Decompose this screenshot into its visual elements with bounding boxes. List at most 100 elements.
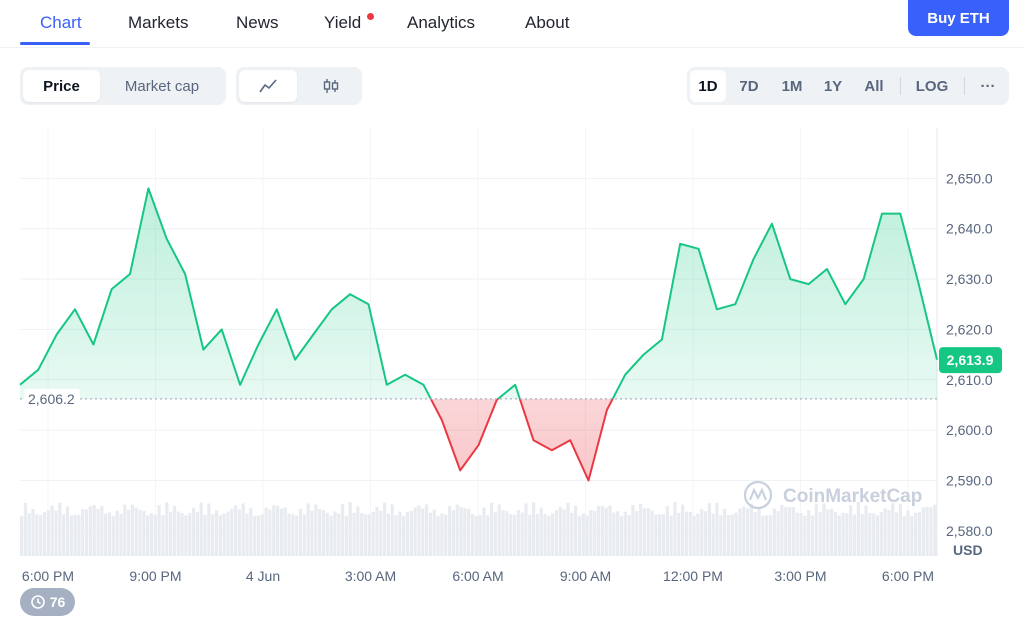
y-tick-label: 2,630.0 (946, 271, 993, 287)
volume-bar (253, 515, 257, 556)
volume-bar (703, 511, 708, 556)
volume-bar (134, 507, 138, 556)
volume-bar (348, 502, 352, 556)
range-7d[interactable]: 7D (739, 77, 759, 95)
buy-eth-button[interactable]: Buy ETH (908, 0, 1009, 36)
range-1y[interactable]: 1Y (823, 77, 843, 95)
volume-bar (780, 504, 784, 556)
volume-bar (627, 514, 631, 556)
volume-bar (31, 508, 35, 556)
volume-bar (505, 510, 509, 556)
candlestick-button[interactable] (302, 70, 360, 102)
volume-bar (230, 508, 234, 556)
volume-bar (841, 512, 845, 556)
tab-chart[interactable]: Chart (40, 13, 82, 32)
range-all[interactable]: All (864, 77, 884, 95)
volume-bar (310, 510, 314, 556)
x-tick-label: 4 Jun (246, 568, 280, 584)
volume-bar (375, 507, 379, 556)
volume-bar (226, 511, 230, 556)
volume-bar (104, 513, 108, 556)
volume-bar (868, 513, 872, 556)
volume-bar (864, 505, 868, 556)
volume-bar (872, 513, 876, 556)
price-line-up (19, 187, 938, 399)
volume-bar (138, 509, 142, 556)
volume-bar (894, 512, 899, 556)
tab-yield[interactable]: Yield (324, 13, 362, 32)
volume-bar (745, 508, 750, 556)
range-1m[interactable]: 1M (781, 77, 803, 95)
volume-bar (635, 510, 639, 556)
volume-bar (195, 511, 199, 556)
volume-bar (489, 502, 494, 556)
volume-bar (795, 512, 799, 556)
x-tick-label: 9:00 AM (560, 568, 611, 584)
y-tick-label: 2,650.0 (946, 170, 993, 186)
volume-bar (658, 514, 662, 556)
volume-bar (826, 509, 830, 556)
history-badge[interactable]: 76 (20, 588, 75, 616)
volume-bar (654, 514, 658, 556)
volume-bar (638, 503, 643, 556)
volume-bar (111, 515, 115, 556)
range-1d[interactable]: 1D (690, 70, 726, 102)
history-icon (30, 595, 45, 609)
range-toolbar: 1D 7D 1M 1Y All LOG ··· (687, 67, 1009, 105)
volume-bar (906, 510, 910, 556)
volume-bar (566, 502, 570, 556)
volume-bar (883, 508, 887, 556)
tab-markets[interactable]: Markets (128, 13, 189, 32)
volume-bar (875, 515, 880, 556)
price-tab[interactable]: Price (23, 70, 100, 102)
volume-bar (692, 515, 696, 556)
volume-bar (260, 514, 264, 556)
volume-bar (279, 508, 284, 556)
volume-bar (558, 506, 562, 556)
tab-analytics[interactable]: Analytics (407, 13, 476, 32)
volume-bar (440, 513, 444, 556)
volume-bar (35, 514, 39, 556)
log-scale-toggle[interactable]: LOG (915, 77, 949, 95)
volume-bar (715, 502, 719, 556)
volume-bar (188, 513, 192, 556)
volume-bar (719, 515, 723, 556)
volume-bar (810, 515, 815, 556)
volume-bar (700, 509, 704, 556)
tab-about[interactable]: About (525, 13, 570, 32)
volume-bar (669, 515, 673, 556)
volume-bar (822, 503, 826, 556)
volume-bar (887, 509, 891, 556)
volume-bar (768, 515, 773, 556)
volume-bar (382, 502, 387, 556)
volume-bar (184, 515, 188, 556)
volume-bar (73, 514, 77, 556)
volume-bar (696, 513, 700, 556)
tab-news[interactable]: News (236, 13, 279, 32)
volume-bar (574, 505, 578, 556)
volume-bar (577, 515, 582, 556)
volume-bar (81, 509, 85, 556)
volume-bar (20, 516, 24, 556)
volume-bar (830, 508, 834, 556)
volume-bar (126, 509, 131, 556)
toolbar-divider (900, 77, 901, 95)
x-tick-label: 6:00 PM (882, 568, 934, 584)
line-chart-button[interactable] (239, 70, 297, 102)
current-price-label: 2,613.9 (947, 352, 994, 368)
volume-bar (153, 514, 157, 556)
more-options-button[interactable]: ··· (980, 77, 996, 95)
volume-bar (218, 515, 222, 556)
volume-bar (879, 511, 883, 556)
volume-bar (726, 515, 731, 556)
volume-bar (425, 504, 429, 556)
volume-bar (734, 512, 738, 556)
volume-bar (814, 503, 818, 556)
volume-bar (600, 506, 604, 556)
volume-bar (432, 509, 436, 556)
volume-bar (677, 512, 681, 556)
market-cap-tab[interactable]: Market cap (124, 77, 200, 95)
volume-bar (149, 513, 154, 556)
volume-bar (543, 514, 547, 556)
